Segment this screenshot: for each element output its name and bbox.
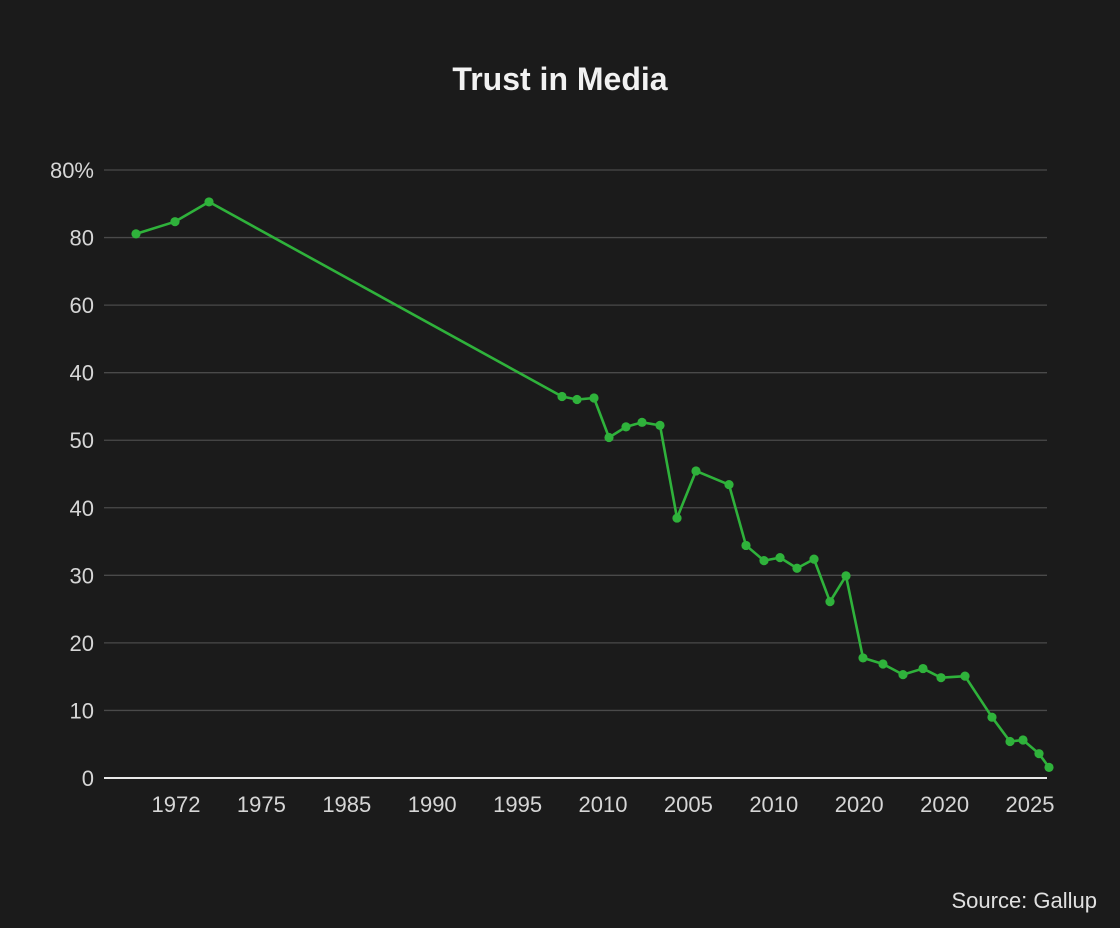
y-tick-label: 80% <box>50 158 94 183</box>
data-point <box>655 420 665 430</box>
data-point <box>672 513 682 523</box>
source-note: Source: Gallup <box>951 888 1097 913</box>
data-point <box>918 663 928 674</box>
y-tick-label: 10 <box>70 698 94 723</box>
x-tick-label: 2025 <box>1006 792 1055 817</box>
data-point <box>572 394 582 405</box>
y-tick-label: 40 <box>70 361 94 386</box>
data-point <box>825 597 835 607</box>
data-point <box>775 553 785 563</box>
x-tick-label: 2005 <box>664 792 713 817</box>
data-point <box>809 554 819 564</box>
data-point <box>1005 736 1015 747</box>
x-tick-label: 1995 <box>493 792 542 817</box>
y-tick-label: 80 <box>70 226 94 251</box>
data-point <box>898 670 908 680</box>
y-tick-label: 40 <box>70 496 94 521</box>
x-tick-label: 2020 <box>920 792 969 817</box>
data-point <box>792 563 802 573</box>
data-point <box>960 671 970 681</box>
data-point <box>204 197 214 207</box>
series-layer <box>131 197 1054 772</box>
data-point <box>987 712 997 722</box>
data-point <box>841 571 851 581</box>
data-point <box>621 422 631 432</box>
data-point <box>589 393 599 403</box>
data-point <box>604 432 614 443</box>
x-tick-label: 2010 <box>579 792 628 817</box>
y-tick-label: 60 <box>70 293 94 318</box>
data-point <box>759 556 769 566</box>
gridlines <box>104 169 1047 779</box>
data-point <box>131 229 141 239</box>
x-tick-label: 1972 <box>152 792 201 817</box>
data-point <box>1044 762 1054 772</box>
x-tick-label: 1990 <box>408 792 457 817</box>
data-point <box>1034 749 1044 759</box>
data-point <box>741 540 751 551</box>
series-line <box>134 200 1051 769</box>
x-axis-ticks: 1972 1975 1985 1990 1995 2010 2005 2010 2020 2020… <box>152 792 1055 817</box>
data-point <box>858 653 868 663</box>
data-point <box>170 217 180 227</box>
y-tick-label: 20 <box>70 631 94 656</box>
data-point <box>691 466 701 476</box>
x-tick-label: 2010 <box>749 792 798 817</box>
y-tick-label: 30 <box>70 563 94 588</box>
x-tick-label: 2020 <box>835 792 884 817</box>
data-point <box>1018 735 1028 745</box>
data-point <box>878 659 888 669</box>
chart-title: Trust in Media <box>452 61 667 97</box>
x-tick-label: 1975 <box>237 792 286 817</box>
data-point <box>936 673 946 683</box>
data-point <box>637 417 647 427</box>
x-tick-label: 1985 <box>322 792 371 817</box>
y-tick-label: 0 <box>82 766 94 791</box>
y-tick-label: 50 <box>70 428 94 453</box>
data-point <box>557 391 567 402</box>
y-axis-ticks: 0 10 20 30 40 50 40 60 80 80% <box>50 158 94 791</box>
data-point <box>724 480 734 490</box>
